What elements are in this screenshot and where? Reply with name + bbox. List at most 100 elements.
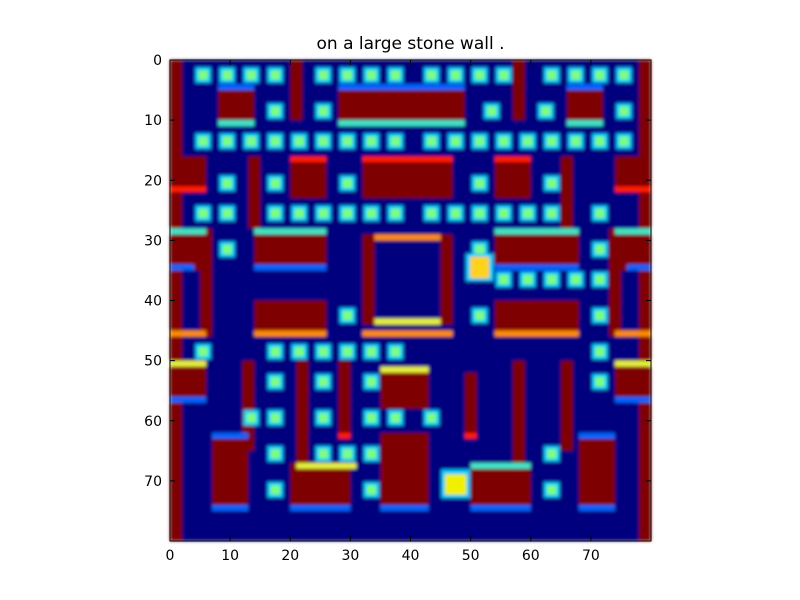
pellet	[294, 136, 305, 146]
maze-wall	[254, 300, 327, 331]
wall-edge	[464, 432, 477, 439]
pellet	[595, 376, 605, 387]
pellet	[486, 106, 497, 116]
x-tick-label: 40	[402, 548, 420, 564]
y-tick-label: 40	[144, 294, 162, 310]
maze-wall	[380, 432, 429, 505]
pellet	[426, 208, 437, 219]
pellet	[270, 178, 281, 189]
pellet	[270, 208, 281, 219]
maze-wall	[338, 360, 351, 433]
pellet	[426, 136, 437, 146]
pellet	[450, 136, 461, 146]
maze-wall	[242, 360, 255, 451]
pellet	[198, 346, 208, 357]
wall-edge	[494, 264, 579, 271]
pellet	[595, 310, 605, 321]
x-tick-label: 60	[522, 548, 540, 564]
wall-edge	[170, 360, 207, 367]
maze-wall	[218, 90, 255, 121]
maze-wall	[608, 228, 621, 337]
ghost	[470, 256, 490, 279]
wall-edge	[380, 504, 429, 511]
pellet	[318, 412, 329, 423]
wall-edge	[470, 462, 531, 469]
maze-wall	[248, 156, 261, 229]
pellet	[366, 346, 377, 357]
pellet	[246, 412, 256, 423]
pellet	[366, 136, 377, 146]
pellet	[390, 208, 401, 219]
wall-edge	[254, 264, 327, 271]
pellet	[426, 70, 437, 80]
pellet	[522, 274, 533, 285]
wall-edge	[614, 186, 651, 193]
pacman	[444, 474, 467, 495]
maze-wall	[290, 60, 303, 121]
maze-wall	[380, 366, 429, 409]
maze-wall	[560, 360, 573, 451]
maze-wall	[362, 162, 453, 199]
pellet	[342, 208, 353, 219]
pellet	[342, 346, 353, 357]
pellet	[498, 136, 509, 146]
wall-edge	[338, 432, 351, 439]
pellet	[270, 412, 281, 423]
pellet	[595, 244, 605, 255]
maze-wall	[296, 360, 309, 469]
y-tick-label: 20	[144, 173, 162, 189]
pellet	[595, 136, 605, 146]
wall-edge	[566, 120, 603, 127]
pellet	[294, 346, 305, 357]
pellet	[342, 449, 353, 459]
pellet	[342, 70, 353, 80]
y-tick-label: 70	[144, 474, 162, 490]
pellet	[619, 70, 629, 80]
pellet	[246, 136, 256, 146]
pellet	[222, 208, 232, 219]
pellet	[390, 412, 401, 423]
maze-wall	[578, 432, 615, 505]
pellet	[318, 208, 329, 219]
pellet	[546, 485, 557, 495]
pellet	[498, 70, 509, 80]
pellet	[546, 449, 557, 459]
x-tick-label: 70	[582, 548, 600, 564]
pellet	[366, 485, 377, 495]
pellet	[546, 208, 557, 219]
pellet	[270, 485, 281, 495]
maze-wall	[338, 90, 465, 121]
pellet	[270, 106, 281, 116]
pellet	[222, 136, 232, 146]
pellet	[222, 178, 232, 189]
chart-title: on a large stone wall .	[316, 34, 505, 54]
wall-edge	[212, 504, 249, 511]
y-tick-label: 30	[144, 233, 162, 249]
pellet	[270, 449, 281, 459]
pellet	[474, 70, 485, 80]
wall-edge	[290, 504, 351, 511]
x-tick-label: 50	[462, 548, 480, 564]
pellet	[571, 274, 581, 285]
wall-edge	[494, 228, 579, 235]
pellet	[246, 70, 256, 80]
pellet	[342, 310, 353, 321]
pellet	[571, 70, 581, 80]
pellet	[546, 70, 557, 80]
pellet	[366, 412, 377, 423]
pellet	[619, 106, 629, 116]
pellet	[390, 136, 401, 146]
pellet	[498, 274, 509, 285]
maze-wall	[512, 60, 525, 121]
pellet	[450, 70, 461, 80]
wall-edge	[494, 330, 579, 337]
wall-edge	[626, 264, 651, 271]
pellet	[270, 70, 281, 80]
y-tick-label: 0	[153, 53, 162, 69]
wall-edge	[170, 396, 207, 403]
wall-edge	[170, 228, 207, 235]
pellet	[270, 376, 281, 387]
pellet	[474, 208, 485, 219]
wall-edge	[290, 156, 327, 163]
